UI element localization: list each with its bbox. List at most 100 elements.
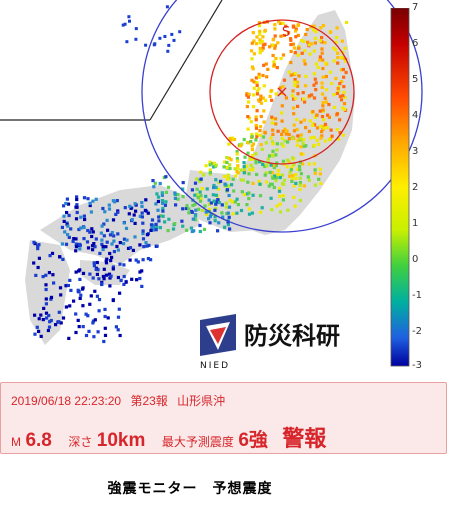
station-dot [105, 218, 109, 222]
station-dot [77, 242, 81, 246]
station-dot [193, 193, 197, 197]
station-dot [294, 176, 298, 180]
station-dot [251, 157, 255, 161]
station-dot [329, 128, 333, 132]
station-dot [282, 78, 287, 82]
station-dot [118, 291, 122, 295]
station-dot [257, 98, 261, 102]
station-dot [308, 119, 312, 123]
station-dot [305, 27, 309, 32]
station-dot [342, 90, 346, 94]
station-dot [67, 235, 71, 239]
station-dot [176, 197, 180, 201]
station-dot [102, 267, 106, 271]
station-dot [130, 277, 134, 281]
station-dot [212, 161, 216, 165]
station-dot [257, 21, 261, 25]
station-dot [322, 118, 326, 122]
station-dot [87, 329, 91, 333]
station-dot [95, 272, 99, 276]
station-dot [115, 244, 119, 249]
station-dot [287, 70, 291, 74]
station-dot [321, 66, 325, 71]
station-dot [79, 215, 83, 219]
colorbar-label: 1 [412, 218, 419, 229]
station-dot [289, 60, 293, 65]
station-dot [264, 141, 268, 145]
station-dot [35, 325, 39, 329]
station-dot [219, 179, 223, 183]
station-dot [198, 223, 202, 228]
colorbar-label: -3 [412, 360, 422, 371]
station-dot [106, 228, 110, 232]
station-dot [47, 271, 51, 275]
station-dot [122, 282, 126, 286]
station-dot [296, 23, 300, 27]
station-dot [280, 91, 284, 95]
station-dot [90, 227, 94, 231]
station-dot [255, 92, 260, 96]
station-dot [157, 215, 161, 219]
station-dot [266, 157, 270, 161]
station-dot [214, 163, 218, 167]
station-dot [272, 185, 276, 190]
station-dot [302, 39, 306, 43]
station-dot [112, 250, 116, 254]
station-dot [207, 217, 211, 221]
station-dot [262, 63, 266, 67]
station-dot [103, 326, 107, 330]
station-dot [284, 132, 288, 136]
station-dot [82, 237, 86, 241]
station-dot [279, 86, 283, 90]
station-dot [60, 242, 64, 246]
station-dot [161, 209, 165, 213]
station-dot [91, 319, 96, 323]
station-dot [234, 174, 238, 178]
station-dot [257, 75, 261, 79]
station-dot [342, 85, 346, 89]
station-dot [271, 154, 275, 158]
station-dot [267, 154, 272, 158]
station-dot [211, 193, 215, 197]
station-dot [273, 174, 277, 178]
station-dot [320, 36, 324, 40]
station-dot [191, 203, 195, 208]
station-dot [284, 24, 288, 28]
station-dot [214, 178, 218, 182]
station-dot [259, 101, 264, 105]
station-dot [282, 33, 286, 38]
station-dot [76, 288, 80, 292]
station-dot [100, 282, 104, 286]
station-dot [95, 260, 99, 265]
station-dot [251, 142, 256, 146]
station-dot [52, 281, 56, 285]
station-dot [294, 181, 298, 185]
station-dot [250, 132, 254, 137]
station-dot [174, 203, 178, 207]
station-dot [255, 172, 259, 177]
warning-label: 警報 [282, 426, 327, 451]
station-dot [102, 277, 106, 281]
station-dot [320, 81, 324, 85]
station-dot [236, 203, 240, 207]
station-dot [63, 230, 67, 234]
station-dot [48, 254, 52, 258]
station-dot [214, 185, 218, 190]
station-dot [262, 109, 266, 113]
station-dot [290, 166, 294, 170]
station-dot [296, 104, 300, 108]
station-dot [226, 223, 230, 227]
station-dot [208, 215, 212, 219]
station-dot [122, 263, 126, 267]
station-dot [247, 212, 252, 216]
station-dot [154, 202, 158, 206]
station-dot [344, 59, 348, 63]
station-dot [49, 318, 53, 323]
station-dot [246, 127, 250, 131]
station-dot [336, 87, 340, 91]
station-dot [195, 187, 199, 191]
station-dot [291, 42, 295, 46]
station-dot [273, 176, 277, 180]
station-dot [60, 225, 64, 229]
station-dot [81, 271, 86, 275]
